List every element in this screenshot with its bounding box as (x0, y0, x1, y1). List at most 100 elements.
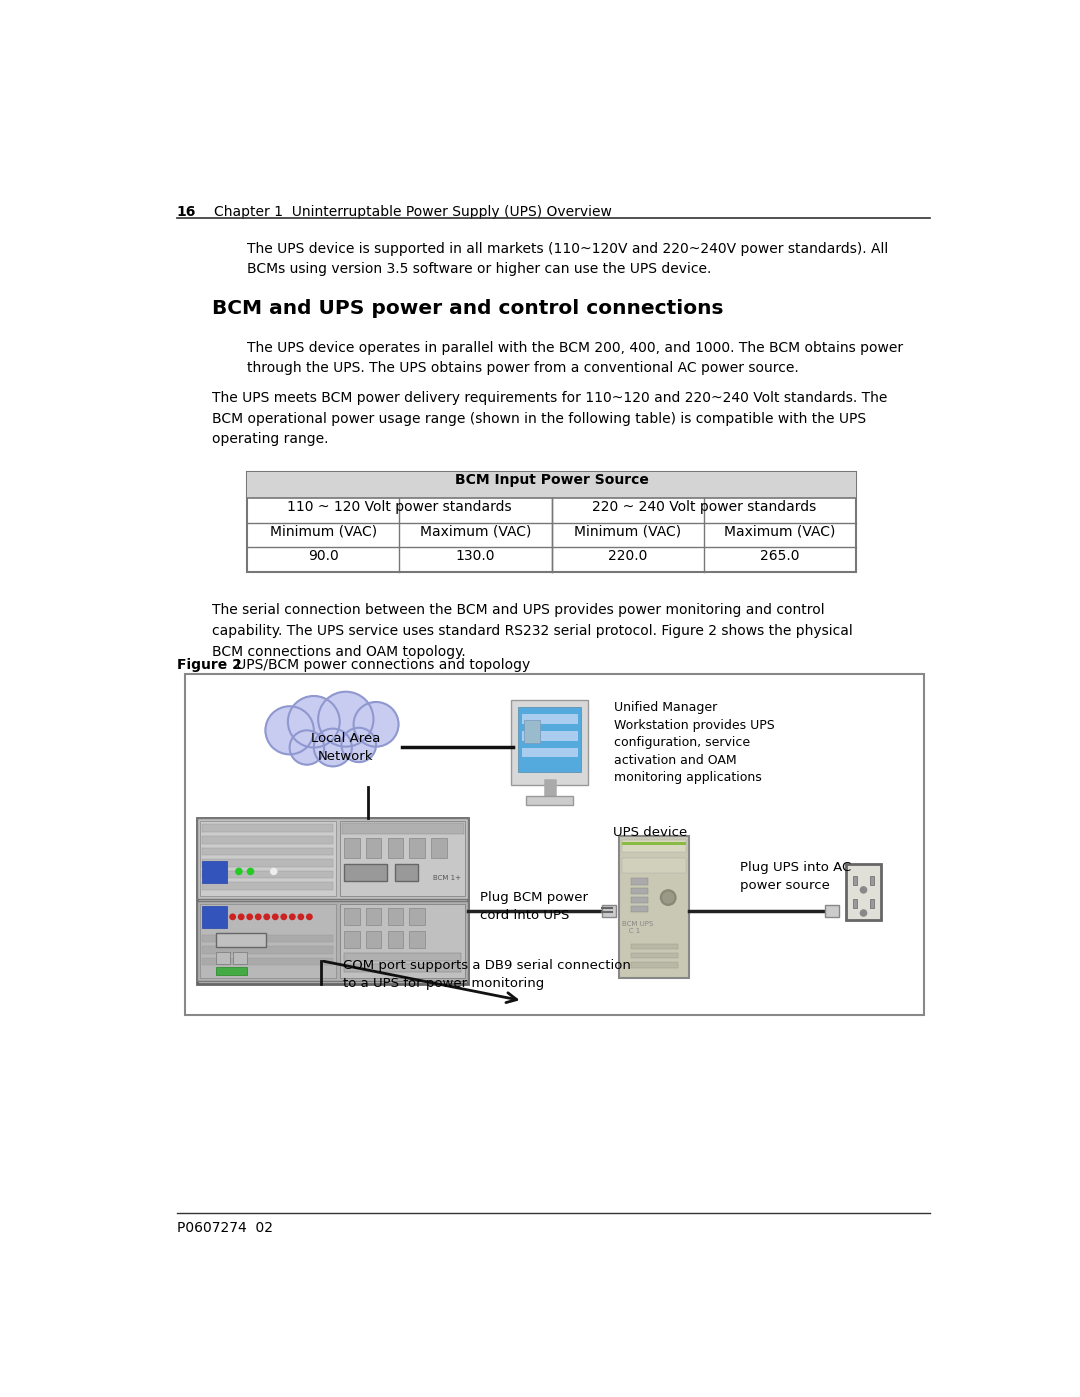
Text: BCM Input Power Source: BCM Input Power Source (455, 474, 648, 488)
Text: BCM and UPS power and control connections: BCM and UPS power and control connection… (213, 299, 724, 317)
Bar (200, 821, 336, 895)
Bar (232, 951, 246, 964)
Text: BCM UPS
   C 1: BCM UPS C 1 (622, 921, 653, 933)
Text: The UPS device operates in parallel with the BCM 200, 400, and 1000. The BCM obt: The UPS device operates in parallel with… (247, 341, 904, 376)
Bar (340, 904, 465, 978)
Text: UPS device: UPS device (613, 826, 688, 840)
Bar (202, 824, 334, 833)
Bar (409, 908, 424, 925)
Circle shape (353, 701, 399, 746)
Bar (345, 964, 461, 971)
Bar (522, 749, 578, 757)
Circle shape (256, 914, 261, 919)
Text: Unified Manager
Workstation provides UPS
configuration, service
activation and O: Unified Manager Workstation provides UPS… (613, 701, 774, 784)
Bar (431, 838, 446, 858)
Bar (185, 675, 924, 1014)
Bar (345, 932, 360, 949)
Bar (869, 876, 875, 886)
Text: 90.0: 90.0 (308, 549, 339, 563)
Text: Chapter 1  Uninterruptable Power Supply (UPS) Overview: Chapter 1 Uninterruptable Power Supply (… (214, 204, 612, 218)
Text: 220 ~ 240 Volt power standards: 220 ~ 240 Volt power standards (592, 500, 815, 514)
Bar (631, 879, 648, 884)
Circle shape (271, 869, 276, 875)
Bar (631, 887, 648, 894)
Circle shape (861, 887, 866, 893)
Bar (388, 932, 403, 949)
Bar (852, 876, 858, 886)
Text: Maximum (VAC): Maximum (VAC) (724, 524, 836, 538)
Circle shape (288, 696, 340, 747)
Bar (247, 472, 855, 571)
Bar (202, 907, 227, 928)
Bar (388, 908, 403, 925)
Circle shape (235, 869, 242, 875)
Text: 110 ~ 120 Volt power standards: 110 ~ 120 Volt power standards (287, 500, 512, 514)
Bar (511, 700, 589, 785)
Text: COM port supports a DB9 serial connection
to a UPS for power monitoring: COM port supports a DB9 serial connectio… (342, 960, 631, 990)
Bar (825, 904, 839, 916)
Circle shape (264, 914, 270, 919)
Text: Plug UPS into AC
power source: Plug UPS into AC power source (740, 861, 851, 891)
Bar (202, 882, 334, 890)
Bar (202, 946, 334, 954)
Bar (216, 933, 266, 947)
Bar (366, 838, 381, 858)
Circle shape (861, 909, 866, 916)
Text: Plug BCM power
cord into UPS: Plug BCM power cord into UPS (480, 891, 588, 922)
Text: Minimum (VAC): Minimum (VAC) (575, 524, 681, 538)
Text: UPS/BCM power connections and topology: UPS/BCM power connections and topology (222, 658, 530, 672)
Bar (622, 858, 686, 873)
Bar (522, 731, 578, 740)
Circle shape (281, 914, 286, 919)
Bar (202, 835, 334, 844)
Bar (852, 900, 858, 908)
Text: Maximum (VAC): Maximum (VAC) (420, 524, 531, 538)
Bar (345, 838, 360, 858)
Circle shape (307, 914, 312, 919)
Bar (631, 907, 648, 912)
Bar (622, 840, 686, 852)
Bar (345, 863, 387, 880)
Bar (340, 821, 465, 895)
Bar (409, 838, 424, 858)
Bar (247, 472, 855, 497)
Bar (342, 823, 463, 834)
Bar (202, 862, 227, 883)
Bar (202, 870, 334, 879)
Circle shape (239, 914, 244, 919)
Circle shape (298, 914, 303, 919)
Circle shape (663, 893, 674, 902)
Bar (524, 719, 540, 743)
Text: Local Area
Network: Local Area Network (311, 732, 380, 763)
Bar (622, 842, 686, 845)
Bar (517, 707, 581, 773)
Text: 265.0: 265.0 (760, 549, 799, 563)
Circle shape (289, 731, 324, 764)
Circle shape (247, 914, 253, 919)
Text: The UPS meets BCM power delivery requirements for 110~120 and 220~240 Volt stand: The UPS meets BCM power delivery require… (213, 391, 888, 446)
Bar (202, 958, 334, 965)
Bar (366, 908, 381, 925)
Bar (197, 819, 469, 983)
Text: 220.0: 220.0 (608, 549, 647, 563)
Bar (619, 835, 689, 978)
Bar (200, 904, 336, 978)
Bar (345, 908, 360, 925)
Text: The serial connection between the BCM and UPS provides power monitoring and cont: The serial connection between the BCM an… (213, 604, 853, 658)
Text: The UPS device is supported in all markets (110~120V and 220~240V power standard: The UPS device is supported in all marke… (247, 242, 889, 277)
Bar (631, 963, 677, 968)
Bar (202, 848, 334, 855)
Bar (197, 901, 469, 981)
Circle shape (341, 728, 376, 763)
Bar (409, 932, 424, 949)
Text: Figure 2: Figure 2 (177, 658, 242, 672)
Circle shape (661, 890, 676, 905)
Bar (526, 796, 572, 805)
Bar (345, 953, 461, 961)
Bar (631, 953, 677, 958)
Bar (216, 967, 246, 975)
Bar (846, 865, 881, 921)
Bar (869, 900, 875, 908)
Text: P0607274  02: P0607274 02 (177, 1221, 273, 1235)
Text: 130.0: 130.0 (456, 549, 496, 563)
